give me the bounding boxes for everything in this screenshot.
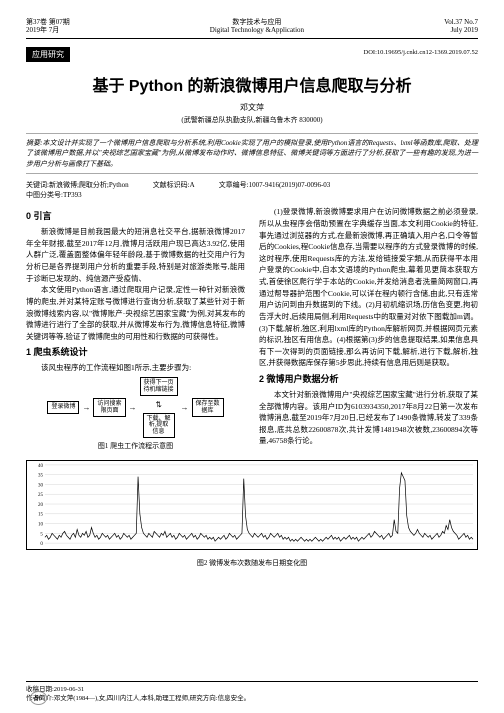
flow-node-login: 登录微博	[47, 401, 79, 414]
figure-2-caption: 图2 微博发布次数随发布日期变化图	[26, 558, 478, 568]
abstract-block: 摘要:本文设计并实现了一个微博用户信息爬取与分析系统,利用Cookie实现了用户…	[26, 133, 478, 175]
paragraph: 该风虫程序的工作流程如图1所示,主要步骤为:	[26, 362, 245, 374]
author-name: 邓文萍	[26, 102, 478, 113]
article-number: 文章编号:1007-9416(2019)07-0096-03	[219, 180, 331, 200]
page-number: 96	[30, 691, 47, 705]
section-heading-0: 0 引言	[26, 210, 245, 224]
page-container: 第37卷 第07期 2019年 7月 数字技术与应用 Digital Techn…	[0, 0, 504, 578]
section-badge: 应用研究	[26, 47, 70, 62]
body-columns: 0 引言 新浪微博是目前我国最大的短消息社交平台,据新浪微博2017年全年财报,…	[26, 206, 478, 452]
page-footer: 收稿日期:2019-06-31 作者简介:邓文萍(1984—),女,四川内江人,…	[26, 681, 478, 703]
svg-text:5: 5	[40, 533, 43, 538]
paragraph: (1)登录微博,新浪微博要求用户在访问微博数据之前必须登录,所以从虫程序会借助预…	[259, 206, 478, 369]
svg-text:15: 15	[38, 513, 44, 518]
running-header: 第37卷 第07期 2019年 7月 数字技术与应用 Digital Techn…	[26, 18, 478, 39]
figure-1-caption: 图1 爬虫工作流程示意图	[26, 441, 245, 452]
svg-text:10: 10	[38, 523, 44, 528]
flow-node-visit: 访问搜索 限页面	[93, 398, 125, 417]
paragraph: 本文针对新浪微博用户"央视综艺国家宝藏"进行分析,获取了某全部微博内容。该用户I…	[259, 389, 478, 447]
arrow-icon: →	[181, 402, 189, 414]
flow-node-save: 保存至数 据库	[192, 398, 224, 417]
header-right: Vol.37 No.7 July 2019	[444, 18, 478, 35]
svg-text:30: 30	[38, 484, 44, 489]
svg-text:40: 40	[38, 464, 44, 469]
author-affiliation: (武警新疆总队执勤支队,新疆乌鲁木齐 830000)	[26, 115, 478, 125]
received-date: 收稿日期:2019-06-31	[26, 685, 478, 694]
svg-text:0: 0	[40, 542, 43, 547]
keywords-line: 关键词:新浪微博;爬取分析;Python 中图分类号:TP393	[26, 180, 129, 200]
line-chart: 0 5 10 15 20 25 30 35 40	[26, 460, 478, 550]
section-heading-1: 1 爬虫系统设计	[26, 346, 245, 360]
svg-text:25: 25	[38, 493, 44, 498]
article-title: 基于 Python 的新浪微博用户信息爬取与分析	[26, 72, 478, 96]
svg-text:20: 20	[38, 503, 44, 508]
arrow-icon: →	[129, 402, 137, 414]
paragraph: 新浪微博是目前我国最大的短消息社交平台,据新浪微博2017年全年财报,截至201…	[26, 226, 245, 284]
flowchart: 登录微博 → 访问搜索 限页面 → 获得下一页 待机缩链接 ⇄ 下载、解 析,提…	[26, 377, 245, 438]
paragraph: 本文使用Python语言,通过爬取用户记录,定性一种针对新浪微博的爬虫,并对某特…	[26, 284, 245, 342]
author-bio: 作者简介:邓文萍(1984—),女,四川内江人,本科,助理工程师,研究方向:信息…	[26, 694, 478, 703]
svg-text:35: 35	[38, 474, 44, 479]
clc-text: 中图分类号:TP393	[26, 190, 129, 200]
header-left: 第37卷 第07期 2019年 7月	[26, 18, 70, 35]
arrow-icon: ⇄	[152, 401, 164, 408]
flow-node-download: 下载、解 析,提取 信息	[143, 413, 175, 439]
arrow-icon: →	[82, 402, 90, 414]
metadata-row: 关键词:新浪微博;爬取分析;Python 中图分类号:TP393 文献标识码:A…	[26, 180, 478, 200]
doi-text: DOI:10.19695/j.cnki.cn12-1369.2019.07.52	[364, 49, 478, 56]
header-center: 数字技术与应用 Digital Technology &Application	[210, 18, 304, 35]
figure-1: 登录微博 → 访问搜索 限页面 → 获得下一页 待机缩链接 ⇄ 下载、解 析,提…	[26, 377, 245, 452]
section-heading-2: 2 微博用户数据分析	[259, 373, 478, 387]
flow-node-nextpage: 获得下一页 待机缩链接	[140, 377, 178, 396]
doc-code: 文献标识码:A	[153, 180, 195, 200]
keywords-text: 关键词:新浪微博;爬取分析;Python	[26, 180, 129, 190]
